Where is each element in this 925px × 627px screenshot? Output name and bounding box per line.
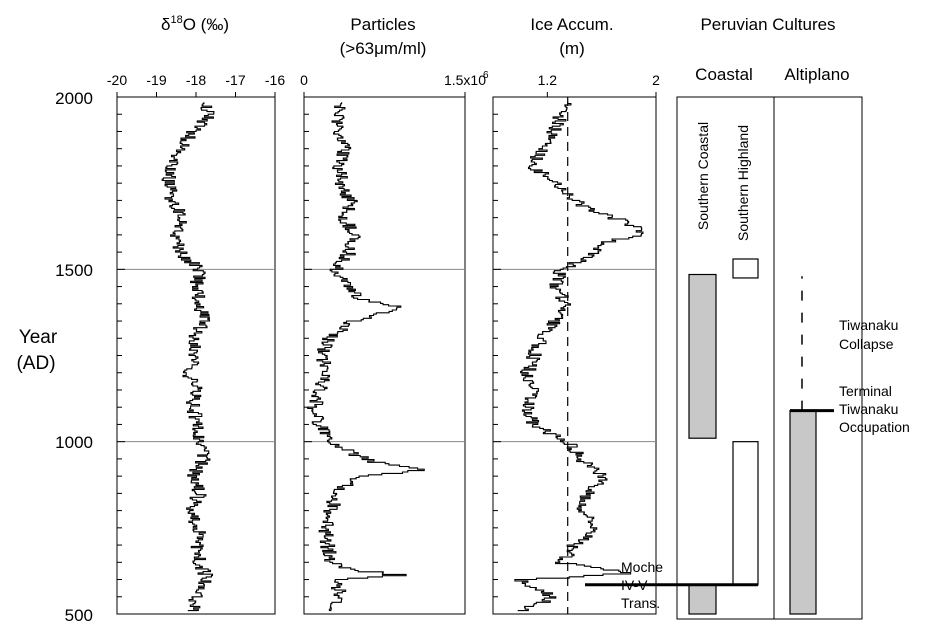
collapse-label-line2: Collapse (839, 336, 894, 352)
year-axis-label-line1: Year (19, 327, 58, 348)
tiwanaku-bar (789, 410, 817, 615)
d18o-title: δ18O (‰) (161, 14, 229, 34)
particles-frame (303, 96, 466, 615)
d18o-x-tick-label: -16 (265, 72, 285, 88)
year-tick-500: 500 (65, 606, 93, 625)
southern-highland-main-bar (732, 441, 759, 586)
d18o-x-tick-label: -20 (107, 72, 127, 88)
ice-title-line2: (m) (559, 39, 584, 58)
d18o-x-tick-label: -18 (186, 72, 206, 88)
southern-highland-small-bar (732, 258, 759, 279)
collapse-label-line1: Tiwanaku (839, 317, 898, 333)
particles-x-tick-label: 1.5x10 (444, 72, 486, 88)
d18o-series-line (161, 102, 215, 612)
d18o-x-tick-label: -17 (225, 72, 245, 88)
d18o-panel: -20 -19 -18 -17 -16 (107, 72, 285, 615)
ice-panel: 1.2 2 (492, 72, 660, 615)
ice-series-line (514, 102, 644, 612)
particles-title-line2: (>63μm/ml) (340, 39, 427, 58)
cultures-title: Peruvian Cultures (700, 15, 835, 34)
particles-panel: 0 1.5x10 (300, 72, 486, 615)
southern-highland-label: Southern Highland (735, 125, 751, 241)
altiplano-label: Altiplano (784, 65, 849, 84)
southern-coastal-upper-bar (688, 273, 717, 439)
moche-label-line3: Trans. (621, 595, 660, 611)
ice-x-tick-label: 1.2 (538, 72, 558, 88)
cultures-panel: Southern Coastal Southern Highland (676, 96, 863, 620)
coastal-label: Coastal (695, 65, 753, 84)
d18o-x-tick-label: -19 (146, 72, 166, 88)
southern-coastal-label: Southern Coastal (695, 122, 711, 230)
year-tick-1500: 1500 (55, 261, 93, 280)
particles-title-line1: Particles (350, 15, 415, 34)
year-axis: Year (AD) 2000 1500 1000 500 (16, 89, 93, 625)
terminal-label-line1: Terminal (839, 383, 892, 399)
terminal-label-line3: Occupation (839, 419, 910, 435)
ice-frame (492, 96, 657, 615)
cultures-frame (676, 96, 863, 620)
ice-title-line1: Ice Accum. (530, 15, 613, 34)
ice-x-tick-label: 2 (652, 72, 660, 88)
d18o-title-sup: 18 (170, 14, 182, 26)
southern-coastal-lower-bar (688, 584, 717, 615)
terminal-label-line2: Tiwanaku (839, 401, 898, 417)
particles-tick-exponent: 6 (483, 70, 489, 81)
d18o-title-suffix: O (‰) (183, 15, 229, 34)
year-tick-1000: 1000 (55, 433, 93, 452)
moche-label-line1: Moche (621, 559, 663, 575)
particles-x-tick-label: 0 (300, 72, 308, 88)
d18o-frame (116, 96, 276, 615)
year-axis-label-line2: (AD) (16, 353, 55, 374)
year-tick-2000: 2000 (55, 89, 93, 108)
particles-series-line (307, 102, 425, 612)
